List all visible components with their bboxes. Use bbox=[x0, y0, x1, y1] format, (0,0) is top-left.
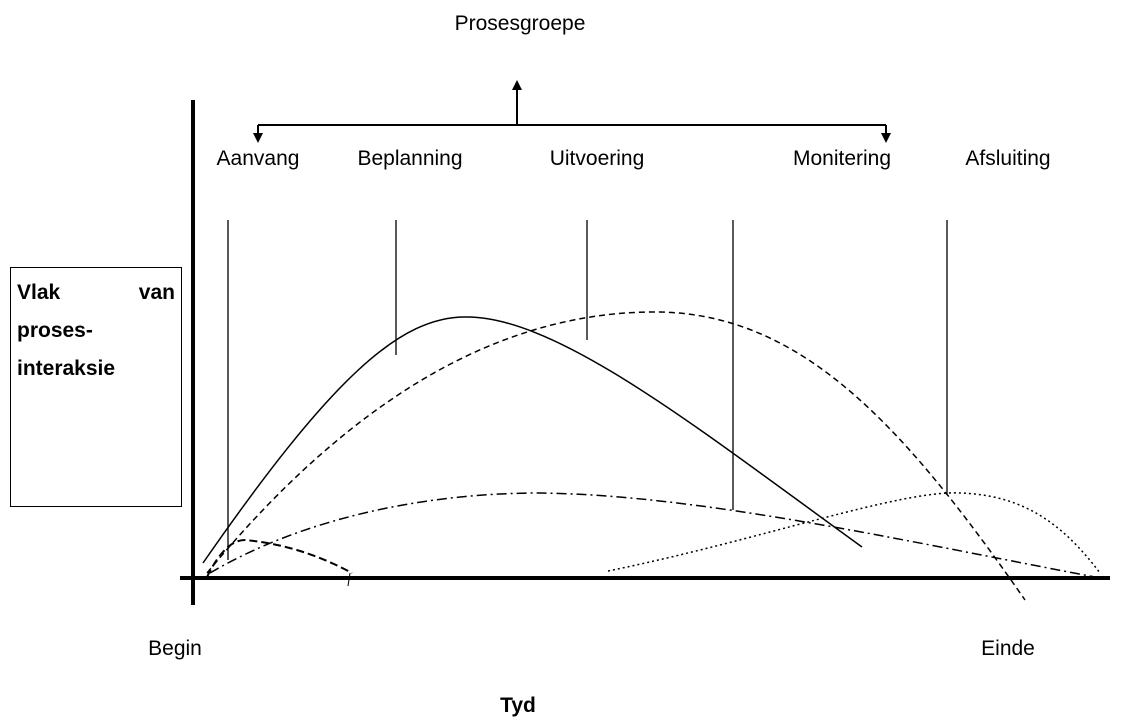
group-label: Uitvoering bbox=[550, 147, 645, 170]
x-start: Begin bbox=[148, 637, 202, 660]
group-label: Aanvang bbox=[217, 147, 300, 170]
interaction-box: Vlak van proses-interaksie bbox=[10, 267, 182, 507]
x-axis-label: Tyd bbox=[500, 694, 536, 717]
group-lines bbox=[227, 220, 948, 560]
title: Prosesgroepe bbox=[455, 12, 586, 35]
group-label: Beplanning bbox=[357, 147, 462, 170]
x-end: Einde bbox=[981, 637, 1035, 660]
curves bbox=[202, 311, 1101, 601]
arrows bbox=[253, 80, 891, 143]
group-label: Afsluiting bbox=[965, 147, 1050, 170]
axes bbox=[180, 100, 1110, 605]
group-label: Monitering bbox=[793, 147, 891, 170]
